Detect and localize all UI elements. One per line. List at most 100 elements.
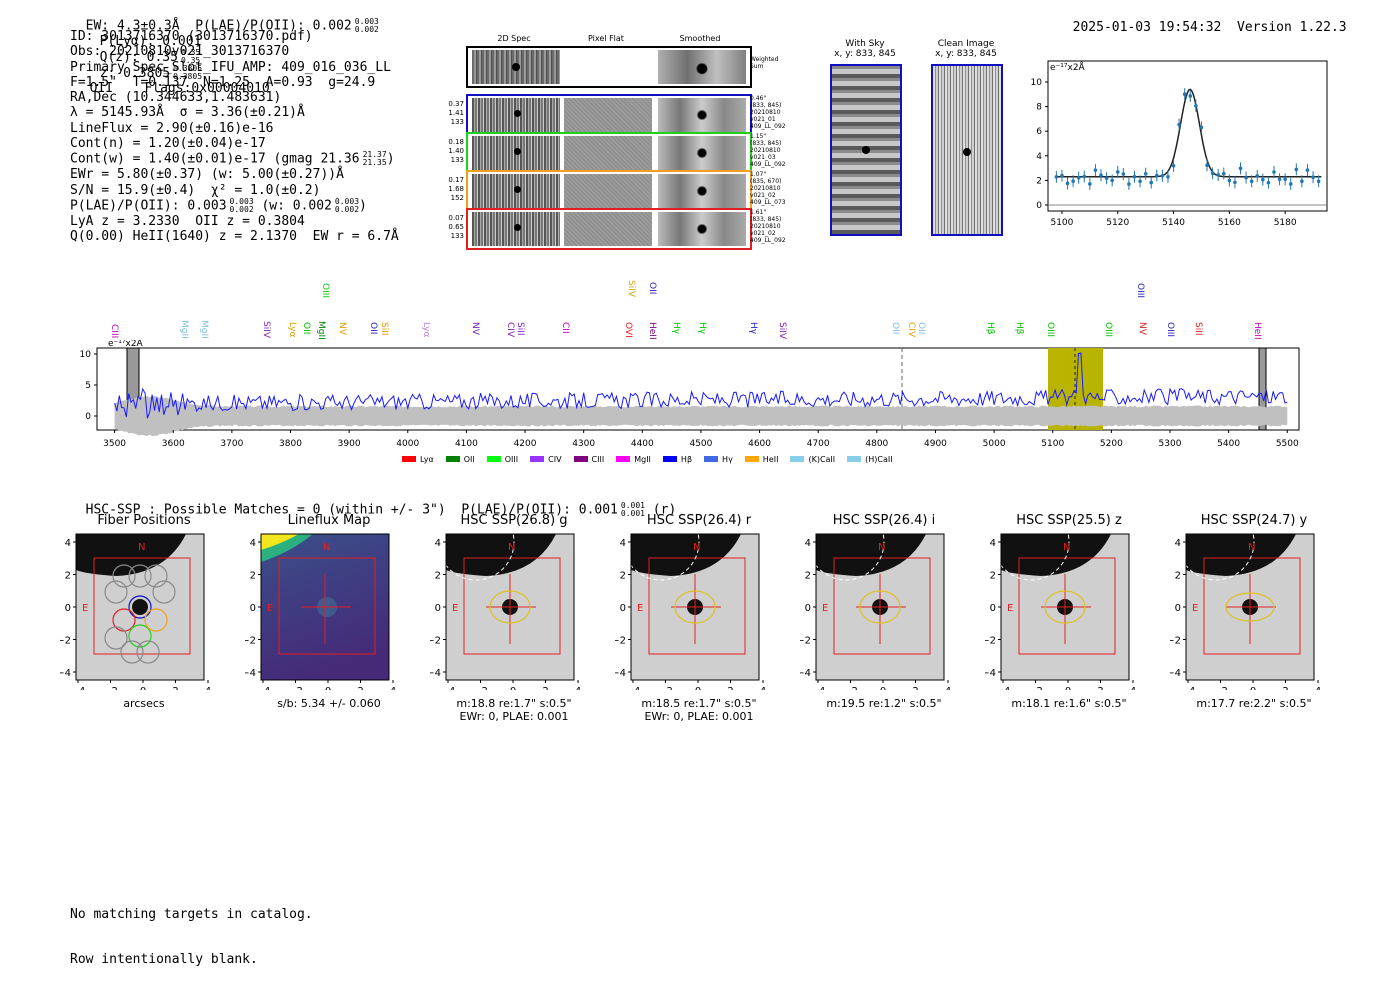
- emission-line-label: Lyα: [421, 322, 431, 338]
- hsc-ytick-label: 0: [65, 603, 71, 614]
- hsc-xtick-label: 4: [575, 686, 581, 690]
- hsc-ytick-label: −2: [430, 636, 441, 647]
- lf-point: [1216, 173, 1220, 177]
- lf-point: [1082, 174, 1087, 179]
- lineflux-hotspot-peak: [261, 534, 299, 550]
- hsc-ytick-label: −4: [615, 668, 626, 679]
- hsc-panel: N E 4 2 0 −2 −4 −4 −2 0 2 4: [985, 530, 1136, 690]
- fs-ytick-label: 5: [85, 381, 91, 391]
- fiber-circle: [112, 564, 136, 588]
- legend-item: MgII: [616, 455, 651, 464]
- legend-label: Hβ: [680, 454, 693, 464]
- hsc-xtick-label: 0: [140, 686, 146, 690]
- info-lineflux: LineFlux = 2.90(±0.16)e-16: [70, 120, 274, 136]
- lf-xtick-label: 5160: [1218, 218, 1241, 228]
- fiber-meta-line: 409_LL_073: [750, 199, 786, 206]
- plya-value: P(Lyα): 0.001: [99, 34, 202, 49]
- north-label: N: [878, 542, 885, 553]
- hsc-xtick-label: 2: [1282, 686, 1288, 690]
- lf-point: [1115, 170, 1120, 174]
- emission-line-label: SiIV: [777, 322, 787, 340]
- hsc-ytick-label: 2: [1175, 571, 1181, 582]
- version: Version 1.22.3: [1237, 20, 1347, 35]
- legend-swatch: [573, 456, 588, 462]
- bright-neighbor: [631, 534, 741, 576]
- info-ewr: EWr = 5.80(±0.37) (w: 5.00(±0.27))Å: [70, 167, 344, 183]
- hsc-panel: N E 4 2 0 −2 −4 −4 −2 0 2 4: [615, 530, 766, 690]
- hsc-ytick-label: −2: [985, 636, 996, 647]
- hsc-note-line: m:18.8 re:1.7" s:0.5": [456, 697, 572, 710]
- info-cont-n: Cont(n) = 1.20(±0.04)e-17: [70, 136, 266, 152]
- fiber-stat: 133: [450, 156, 464, 164]
- emission-line-label: OII: [301, 322, 311, 335]
- legend-swatch: [486, 456, 501, 462]
- lf-point: [1166, 174, 1170, 179]
- lf-point: [1121, 172, 1126, 176]
- lf-xtick-label: 5120: [1106, 218, 1129, 228]
- lf-point: [1311, 175, 1315, 180]
- hsc-ytick-label: −2: [60, 636, 71, 647]
- info-heii-z: Q(0.00) HeII(1640) z = 2.1370 EW r = 6.7…: [70, 229, 399, 245]
- info-radec: RA,Dec (10.344633,1.483631): [70, 90, 282, 106]
- bright-neighbor: [1001, 534, 1111, 576]
- fiber-2d-image: [472, 174, 560, 208]
- legend-swatch: [616, 456, 631, 462]
- legend-label: Lyα: [420, 454, 434, 464]
- z-sub: 0.3805: [173, 72, 203, 81]
- qz-sub: 0.35: [180, 56, 201, 65]
- neighbor-ellipse: [807, 530, 885, 581]
- clean-image: [931, 64, 1003, 236]
- fiber-stat: 0.18: [448, 138, 464, 146]
- fiber-stat: 152: [450, 194, 464, 202]
- emission-line-label: HeII: [647, 322, 657, 340]
- lf-point: [1093, 168, 1098, 172]
- north-label: N: [323, 542, 330, 553]
- hsc-panel-note: m:19.5 re:1.2" s:0.5": [794, 697, 974, 710]
- fiber-circle: [128, 595, 152, 619]
- plae2-tail: (w: 0.002: [261, 198, 332, 214]
- fiber-stat: 133: [450, 118, 464, 126]
- fiber-meta-line: (833, 845): [750, 102, 782, 109]
- emission-line-label: OVI: [623, 322, 633, 338]
- gmag-sub: 21.35: [362, 158, 387, 168]
- fiber-circle: [144, 564, 168, 588]
- legend-item: OIII: [486, 455, 518, 464]
- fiber-meta-line: 409_LL_092: [750, 237, 786, 244]
- lf-point: [1221, 171, 1226, 176]
- col-smoothed: Smoothed: [679, 34, 721, 43]
- hsc-ytick-label: 4: [805, 538, 811, 549]
- hsc-ytick-label: 2: [990, 571, 996, 582]
- plae-sup: 0.003: [354, 17, 379, 26]
- emission-line-label: MgII: [199, 320, 209, 339]
- fiber-stat: 0.37: [448, 100, 464, 108]
- hsc-panel: N E 4 2 0 −2 −4 −4 −2 0 2 4: [800, 530, 951, 690]
- hsc-xtick-label: −4: [441, 686, 456, 690]
- emission-line-label: OII: [368, 322, 378, 335]
- neighbor-ellipse: [992, 530, 1070, 581]
- fiber-spec-row: [466, 94, 752, 136]
- lf-point: [1249, 179, 1254, 184]
- hsc-panel-note: m:18.1 re:1.6" s:0.5": [979, 697, 1159, 710]
- footer-line-2: Row intentionally blank.: [70, 952, 258, 967]
- lf-point: [1244, 175, 1248, 180]
- legend-swatch: [530, 456, 545, 462]
- fiber-flat-image: [564, 98, 652, 132]
- fiber-smoothed-image: [658, 212, 746, 246]
- hsc-ytick-label: 4: [435, 538, 441, 549]
- hsc-ytick-label: −4: [985, 668, 996, 679]
- neighbor-ellipse: [622, 530, 700, 581]
- legend-item: CIV: [530, 455, 562, 464]
- lf-ytick-label: 0: [1036, 201, 1042, 211]
- bright-neighbor: [446, 534, 556, 576]
- hsc-title-tail: (r): [652, 502, 677, 518]
- hsc-xtick-label: −4: [811, 686, 826, 690]
- hsc-panel-note: arcsecs: [54, 697, 234, 710]
- hsc-sub: 0.001: [620, 509, 645, 518]
- hsc-xtick-label: −2: [658, 686, 673, 690]
- plae2-w-sub: 0.002: [334, 204, 360, 214]
- fiber-2d-image: [472, 98, 560, 132]
- info-lya-z: LyA z = 3.2330 OII z = 0.3804: [70, 213, 305, 229]
- timestamp-version: 2025-01-03 19:54:32 Version 1.22.3: [1057, 5, 1347, 35]
- full-spectrum-chart: 0 5 10 3500 3600 3700 3800 3900 4000 4100 4200 430…: [80, 340, 1300, 449]
- aperture-box: [463, 557, 561, 655]
